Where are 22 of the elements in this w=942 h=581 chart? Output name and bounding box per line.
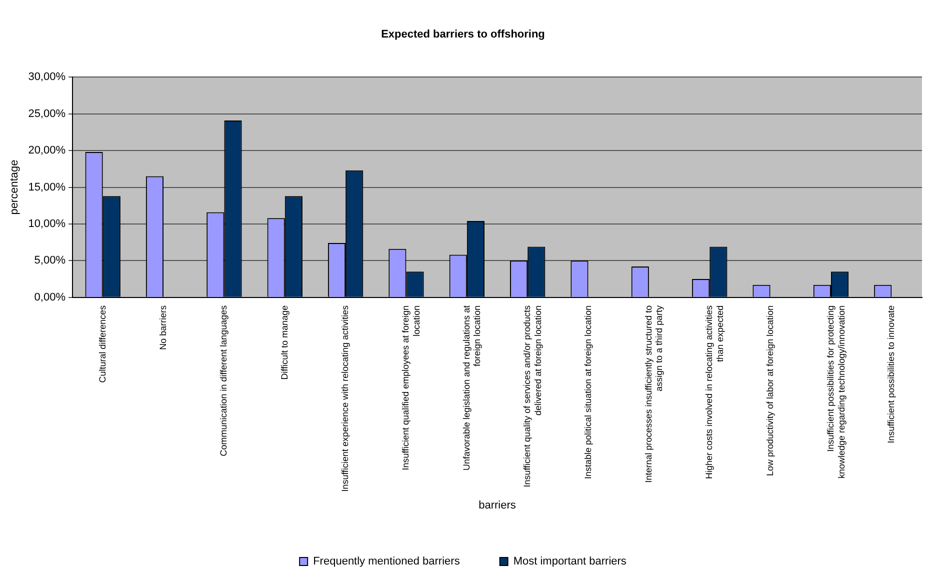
- x-tick-label: Cultural differences: [97, 304, 108, 383]
- legend-label: Most important barriers: [513, 556, 627, 568]
- x-tick-label: Difficult to manage: [279, 305, 290, 380]
- chart-title: Expected barriers to offshoring: [381, 28, 545, 41]
- y-axis-title: percentage: [8, 160, 21, 215]
- y-tick-label: 5,00%: [34, 254, 66, 267]
- x-tick-label: Internal processes insufficiently structured to assign to a third party: [643, 304, 664, 483]
- x-tick-label: Insufficient qualified employees at foreign location: [400, 305, 422, 470]
- y-tick-label: 10,00%: [28, 218, 66, 230]
- x-tick-label: Insufficient possibilities to innovate: [886, 305, 896, 444]
- y-tick-label: 15,00%: [28, 181, 66, 194]
- x-tick-label: Insufficient experience with relocating activities: [340, 304, 350, 492]
- x-axis-title: barriers: [478, 499, 516, 512]
- y-tick-label: 25,00%: [28, 108, 66, 120]
- x-tick-label: Low productivity of labor at foreign location: [764, 305, 775, 476]
- x-tick-label: Communication in different languages: [218, 304, 229, 456]
- legend-label: Frequently mentioned barriers: [313, 556, 460, 568]
- x-tick-label: No barriers: [158, 304, 168, 350]
- y-tick-label: 0,00%: [34, 291, 66, 304]
- y-tick-label: 30,00%: [28, 71, 66, 84]
- x-tick-label: Instable political situation at foreign location: [582, 305, 593, 479]
- y-tick-label: 20,00%: [28, 144, 66, 157]
